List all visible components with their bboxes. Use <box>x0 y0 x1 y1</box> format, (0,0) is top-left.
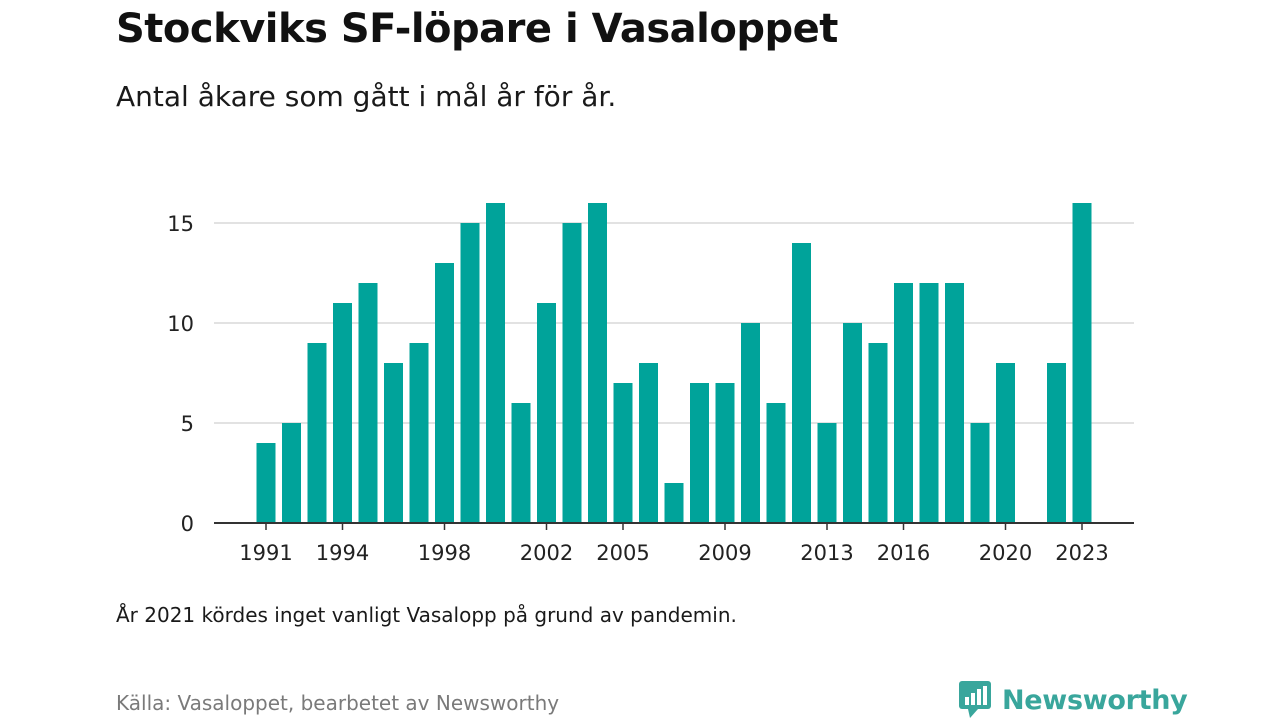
brand-name: Newsworthy <box>1002 684 1188 716</box>
bar-2009 <box>715 383 735 523</box>
bar-2006 <box>639 363 658 523</box>
bar-2001 <box>511 403 531 523</box>
x-tick-label: 2016 <box>877 541 930 565</box>
bars <box>256 203 1092 523</box>
bar-2011 <box>766 403 786 523</box>
bar-2004 <box>588 203 607 523</box>
bar-1996 <box>384 363 403 523</box>
bar-2019 <box>970 423 990 523</box>
y-tick-label: 15 <box>167 212 194 236</box>
bar-1993 <box>307 343 327 523</box>
chart-subtitle: Antal åkare som gått i mål år för år. <box>116 80 617 113</box>
y-axis-ticks: 0 5 10 15 <box>167 212 194 536</box>
bar-2018 <box>945 283 964 523</box>
bar-2012 <box>792 243 811 523</box>
bar-2003 <box>562 223 582 523</box>
x-tick-label: 2005 <box>596 541 649 565</box>
bar-2007 <box>664 483 684 523</box>
bar-2000 <box>486 203 505 523</box>
bar-1998 <box>435 263 454 523</box>
x-tick-label: 2020 <box>979 541 1032 565</box>
bar-1997 <box>409 343 429 523</box>
y-tick-label: 5 <box>181 412 194 436</box>
x-axis-ticks: 1991 1994 1998 2002 2005 2009 2013 2016 2020 2023 <box>239 523 1109 565</box>
bar-1995 <box>358 283 378 523</box>
bar-2013 <box>817 423 837 523</box>
bar-1994 <box>333 303 352 523</box>
bar-2022 <box>1047 363 1066 523</box>
x-tick-label: 1998 <box>418 541 471 565</box>
chart-note: År 2021 kördes inget vanligt Vasalopp på… <box>116 603 737 627</box>
brand-logo: Newsworthy <box>958 680 1188 720</box>
bar-2008 <box>690 383 709 523</box>
bar-2020 <box>996 363 1015 523</box>
bar-2015 <box>868 343 888 523</box>
bar-2017 <box>919 283 939 523</box>
bar-1992 <box>282 423 301 523</box>
y-tick-label: 10 <box>167 312 194 336</box>
bar-chart: 0 5 10 15 1991 1994 1998 2002 2005 2009 2013 2016 2… <box>167 203 1134 565</box>
bar-1991 <box>256 443 276 523</box>
bar-1999 <box>460 223 480 523</box>
x-tick-label: 1991 <box>239 541 292 565</box>
bar-2002 <box>537 303 556 523</box>
bar-2010 <box>741 323 760 523</box>
bar-2023 <box>1072 203 1092 523</box>
bar-2005 <box>613 383 633 523</box>
chart-title: Stockviks SF-löpare i Vasaloppet <box>116 6 838 52</box>
y-tick-label: 0 <box>181 512 194 536</box>
newsworthy-logo-icon <box>959 681 991 718</box>
source-text: Källa: Vasaloppet, bearbetet av Newswort… <box>116 691 560 715</box>
x-tick-label: 1994 <box>316 541 369 565</box>
x-tick-label: 2002 <box>520 541 573 565</box>
x-tick-label: 2023 <box>1055 541 1108 565</box>
bar-2016 <box>894 283 913 523</box>
x-tick-label: 2013 <box>800 541 853 565</box>
bar-2014 <box>843 323 862 523</box>
x-tick-label: 2009 <box>698 541 751 565</box>
